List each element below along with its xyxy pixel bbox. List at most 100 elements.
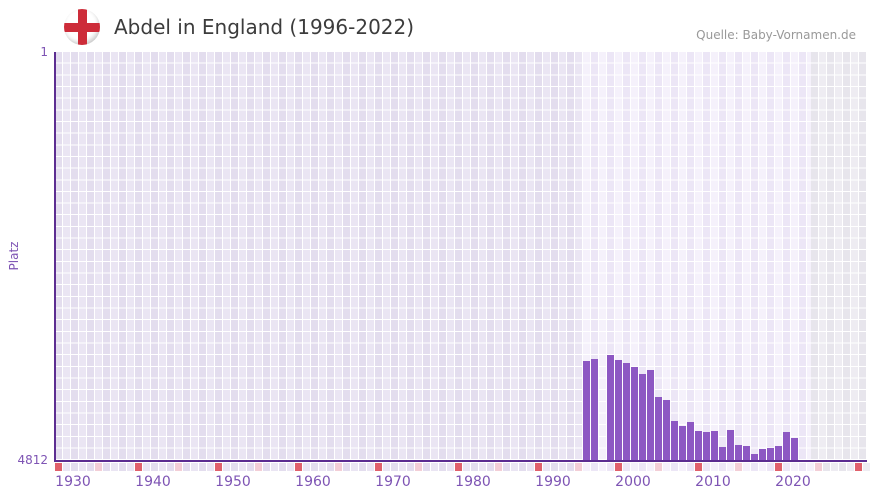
strip-cell [247, 463, 254, 471]
strip-cell [71, 463, 78, 471]
strip-cell [351, 463, 358, 471]
strip-half-decade-marker [815, 463, 822, 471]
strip-cell [623, 463, 630, 471]
strip-cell [359, 463, 366, 471]
bar-2015 [735, 445, 742, 460]
strip-cell [799, 463, 806, 471]
x-tick-label-1990: 1990 [535, 474, 571, 490]
bar-2011 [703, 432, 710, 460]
strip-cell [671, 463, 678, 471]
strip-cell [583, 463, 590, 471]
strip-cell [119, 463, 126, 471]
strip-cell [391, 463, 398, 471]
strip-cell [127, 463, 134, 471]
strip-cell [759, 463, 766, 471]
source-credit: Quelle: Baby-Vornamen.de [696, 28, 856, 42]
y-axis-line [54, 52, 56, 462]
x-tick-label-2010: 2010 [695, 474, 731, 490]
strip-half-decade-marker [575, 463, 582, 471]
x-tick-label-1970: 1970 [375, 474, 411, 490]
strip-cell [439, 463, 446, 471]
strip-cell [223, 463, 230, 471]
chart-title: Abdel in England (1996-2022) [114, 15, 415, 39]
strip-decade-marker [855, 463, 862, 471]
strip-cell [751, 463, 758, 471]
strip-cell [631, 463, 638, 471]
bar-2007 [671, 421, 678, 460]
x-tick-label-2000: 2000 [615, 474, 651, 490]
strip-decade-marker [375, 463, 382, 471]
x-axis-line [54, 460, 867, 462]
strip-cell [167, 463, 174, 471]
y-tick-top: 1 [40, 45, 48, 59]
strip-cell [343, 463, 350, 471]
strip-cell [711, 463, 718, 471]
bar-2008 [679, 426, 686, 460]
bar-2019 [767, 448, 774, 460]
strip-cell [447, 463, 454, 471]
strip-cell [151, 463, 158, 471]
strip-cell [431, 463, 438, 471]
bar-1997 [591, 359, 598, 460]
strip-cell [487, 463, 494, 471]
strip-cell [599, 463, 606, 471]
strip-cell [423, 463, 430, 471]
flag-cross-horizontal [64, 22, 100, 32]
strip-decade-marker [455, 463, 462, 471]
grid-region-past [55, 52, 583, 460]
strip-half-decade-marker [255, 463, 262, 471]
bar-2013 [719, 447, 726, 460]
strip-decade-marker [535, 463, 542, 471]
bar-2017 [751, 454, 758, 460]
x-tick-label-1940: 1940 [135, 474, 171, 490]
bar-2020 [775, 446, 782, 460]
strip-cell [807, 463, 814, 471]
strip-cell [199, 463, 206, 471]
bar-2009 [687, 422, 694, 460]
strip-cell [543, 463, 550, 471]
x-tick-label-2020: 2020 [775, 474, 811, 490]
strip-cell [831, 463, 838, 471]
strip-cell [839, 463, 846, 471]
strip-cell [239, 463, 246, 471]
strip-cell [87, 463, 94, 471]
strip-cell [407, 463, 414, 471]
x-tick-label-1980: 1980 [455, 474, 491, 490]
strip-cell [399, 463, 406, 471]
strip-cell [303, 463, 310, 471]
x-tick-label-1930: 1930 [55, 474, 91, 490]
bar-2006 [663, 400, 670, 460]
strip-cell [551, 463, 558, 471]
strip-cell [687, 463, 694, 471]
strip-half-decade-marker [735, 463, 742, 471]
strip-decade-marker [295, 463, 302, 471]
strip-cell [559, 463, 566, 471]
strip-cell [367, 463, 374, 471]
strip-cell [527, 463, 534, 471]
strip-half-decade-marker [495, 463, 502, 471]
strip-cell [719, 463, 726, 471]
y-tick-bottom: 4812 [17, 453, 48, 467]
strip-decade-marker [695, 463, 702, 471]
strip-cell [519, 463, 526, 471]
y-axis-label: Platz [7, 241, 21, 271]
strip-cell [503, 463, 510, 471]
strip-cell [647, 463, 654, 471]
strip-cell [567, 463, 574, 471]
strip-cell [79, 463, 86, 471]
strip-cell [679, 463, 686, 471]
strip-cell [743, 463, 750, 471]
strip-cell [783, 463, 790, 471]
strip-half-decade-marker [655, 463, 662, 471]
bar-2000 [615, 359, 622, 460]
strip-decade-marker [215, 463, 222, 471]
strip-cell [471, 463, 478, 471]
strip-cell [207, 463, 214, 471]
strip-cell [191, 463, 198, 471]
strip-cell [607, 463, 614, 471]
bar-1999 [607, 354, 614, 460]
strip-cell [327, 463, 334, 471]
bar-2022 [791, 438, 798, 460]
